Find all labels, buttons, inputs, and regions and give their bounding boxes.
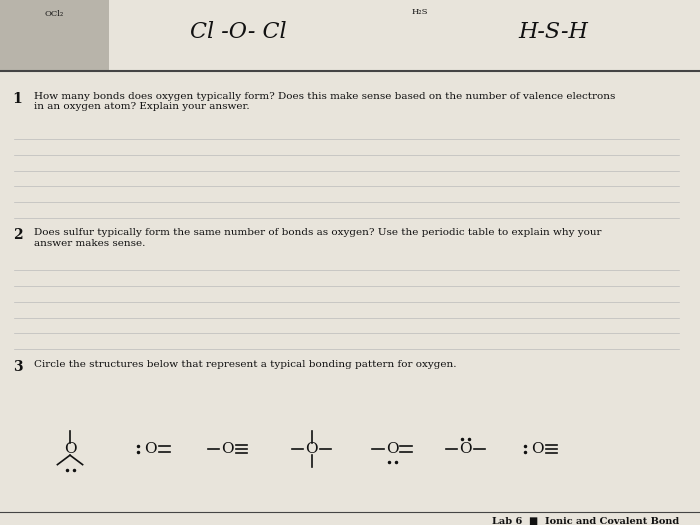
Text: O: O	[459, 442, 472, 456]
Text: Lab 6  ■  Ionic and Covalent Bond: Lab 6 ■ Ionic and Covalent Bond	[491, 517, 679, 525]
Text: 3: 3	[13, 360, 22, 374]
Text: H₂S: H₂S	[412, 8, 428, 16]
Text: O: O	[144, 442, 157, 456]
Text: 1: 1	[13, 92, 22, 106]
Text: Does sulfur typically form the same number of bonds as oxygen? Use the periodic : Does sulfur typically form the same numb…	[34, 228, 601, 248]
Text: Cl -O- Cl: Cl -O- Cl	[190, 20, 286, 43]
Text: H-S-H: H-S-H	[518, 20, 588, 43]
Text: O: O	[64, 442, 76, 456]
Text: Circle the structures below that represent a typical bonding pattern for oxygen.: Circle the structures below that represe…	[34, 360, 456, 369]
Text: O: O	[221, 442, 234, 456]
Bar	[0, 0, 108, 71]
Text: O: O	[386, 442, 398, 456]
Text: 2: 2	[13, 228, 22, 243]
Text: OCl₂: OCl₂	[45, 10, 64, 18]
Text: How many bonds does oxygen typically form? Does this make sense based on the num: How many bonds does oxygen typically for…	[34, 92, 615, 111]
Text: O: O	[531, 442, 544, 456]
Text: O: O	[305, 442, 318, 456]
